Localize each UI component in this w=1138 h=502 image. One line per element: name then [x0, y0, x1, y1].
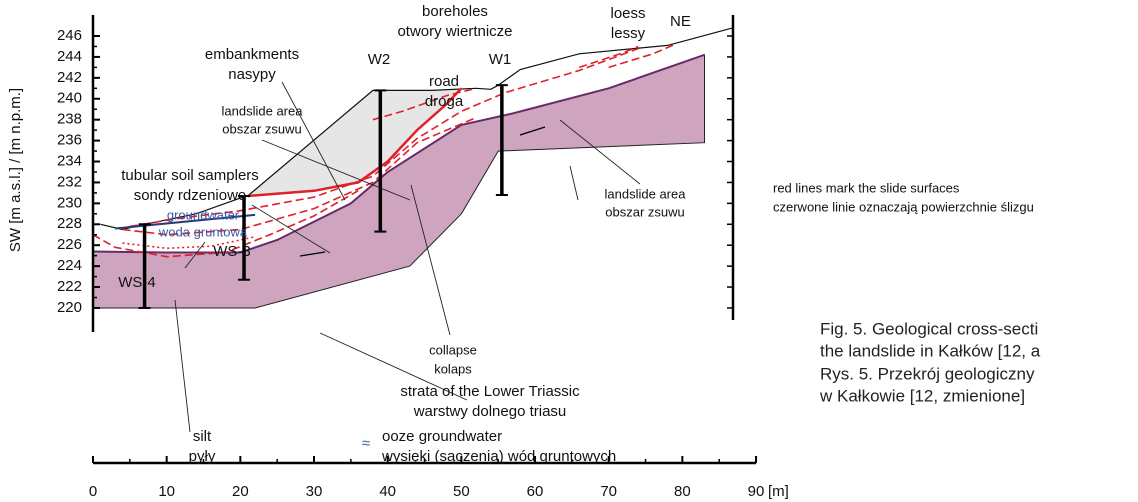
label: obszar zsuwu [605, 204, 684, 219]
leader-line [410, 184, 451, 336]
label: obszar zsuwu [222, 121, 301, 136]
label: pyły [189, 448, 216, 465]
y-tick-label: 244 [57, 48, 82, 65]
y-tick-label: 224 [57, 257, 82, 274]
y-tick-label: 226 [57, 236, 82, 253]
label: collapse [429, 342, 477, 357]
label: otwory wiertnicze [397, 23, 512, 40]
y-tick-label: 246 [57, 27, 82, 44]
label: WS-3 [213, 243, 251, 260]
arrow [299, 251, 326, 257]
label: wysięki (sączenia) wód gruntowych [381, 448, 616, 465]
slide-surface-dotted [122, 236, 256, 250]
x-tick-label: 90 [748, 483, 765, 500]
caption: Rys. 5. Przekrój geologiczny [820, 364, 1035, 383]
x-tick-label: 40 [379, 483, 396, 500]
section-drawing [91, 15, 758, 465]
label: lessy [611, 25, 646, 42]
leader-line [174, 299, 191, 433]
label: sondy rdzeniowe [134, 187, 247, 204]
leader-line [559, 119, 641, 185]
groundwater-line [115, 213, 256, 230]
bedrock-top [92, 53, 705, 254]
x-tick-label: 30 [306, 483, 323, 500]
label: warstwy dolnego triasu [413, 403, 567, 420]
terrain-surface [100, 27, 735, 231]
leader-line [184, 241, 206, 269]
slide-surface [247, 87, 463, 198]
leader-line [569, 165, 579, 201]
label: landslide area [222, 103, 304, 118]
label: boreholes [422, 3, 488, 20]
slide-surface-dashed [92, 190, 359, 258]
label: nasypy [228, 66, 276, 83]
label: W1 [489, 51, 512, 68]
ooze-symbol: ≈ [362, 435, 370, 452]
note: red lines mark the slide surfaces [773, 180, 960, 195]
label: droga [425, 93, 464, 110]
label: WS-4 [118, 274, 156, 291]
y-axis-label: SW [m a.s.l.] / [m n.p.m.] [7, 88, 24, 252]
note: czerwone linie oznaczają powierzchnie śl… [773, 199, 1034, 214]
x-tick-label: 20 [232, 483, 249, 500]
slide-surface-dashed [129, 47, 639, 228]
leader-line [251, 204, 331, 254]
x-tick-label: 80 [674, 483, 691, 500]
slide-surface-dashed [372, 87, 477, 121]
label: kolaps [434, 361, 472, 376]
y-tick-label: 220 [57, 299, 82, 316]
slide-surface-dashed [578, 45, 639, 69]
label: strata of the Lower Triassic [400, 383, 580, 400]
label: woda gruntowa [158, 224, 248, 239]
x-tick-label: 0 [89, 483, 97, 500]
x-tick-label: 70 [600, 483, 617, 500]
label: W2 [368, 51, 391, 68]
leader-line [319, 332, 468, 401]
label: tubular soil samplers [121, 167, 259, 184]
slide-surface-dashed [608, 43, 676, 69]
label: silt [193, 428, 212, 445]
caption: Fig. 5. Geological cross-secti [820, 319, 1038, 338]
slide-surface-dashed [122, 116, 477, 236]
x-tick-label: 60 [527, 483, 544, 500]
x-tick-label: 50 [453, 483, 470, 500]
y-tick-label: 238 [57, 111, 82, 128]
label: ooze groundwater [382, 428, 502, 445]
y-tick-label: 240 [57, 90, 82, 107]
label: embankments [205, 46, 299, 63]
label: landslide area [605, 186, 687, 201]
y-tick-label: 232 [57, 173, 82, 190]
caption: the landslide in Kałków [12, a [820, 341, 1041, 360]
caption: w Kałkowie [12, zmienione] [819, 386, 1025, 405]
y-tick-label: 236 [57, 132, 82, 149]
y-tick-label: 230 [57, 194, 82, 211]
y-tick-label: 234 [57, 152, 82, 169]
y-tick-label: 222 [57, 278, 82, 295]
leader-line [261, 139, 411, 201]
embankment [196, 88, 462, 214]
arrow [519, 126, 546, 136]
label: road [429, 73, 459, 90]
label: NE [670, 13, 691, 30]
label: loess [610, 5, 645, 22]
x-tick-label: 10 [158, 483, 175, 500]
x-axis-unit: [m] [768, 483, 789, 500]
leader-line [281, 81, 346, 201]
y-tick-label: 228 [57, 215, 82, 232]
label: groundwater [167, 207, 240, 222]
y-tick-label: 242 [57, 69, 82, 86]
